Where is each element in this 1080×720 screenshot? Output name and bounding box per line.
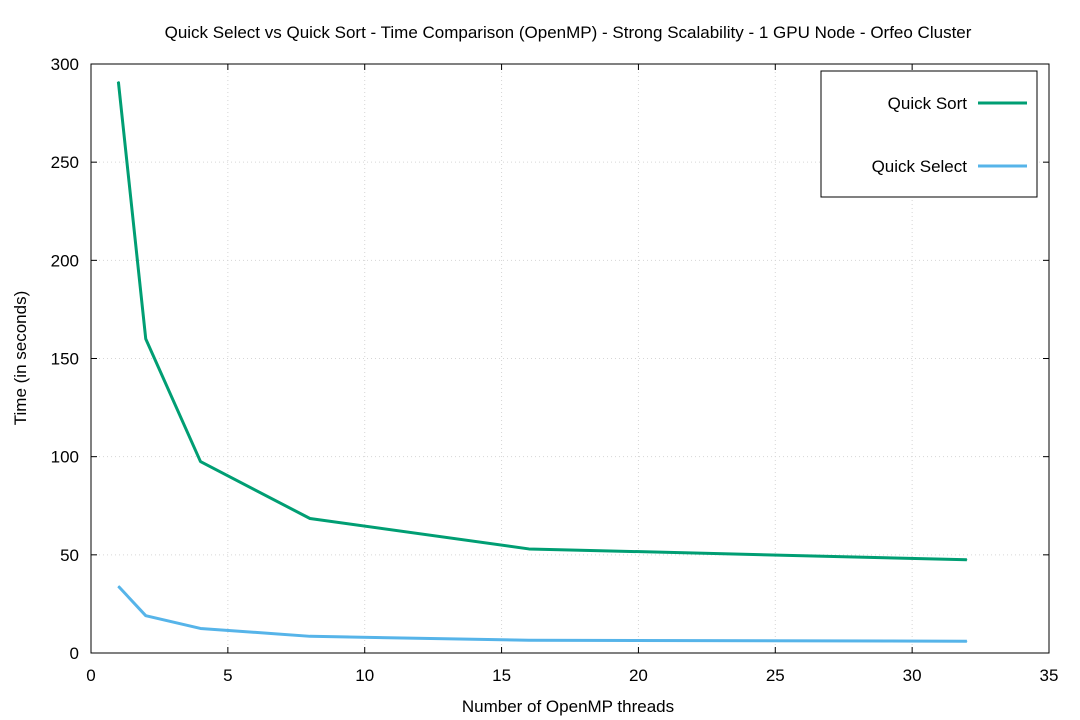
- data-point-quick-sort: [966, 559, 968, 561]
- y-tick-label: 300: [51, 55, 79, 74]
- x-tick-label: 25: [766, 666, 785, 685]
- data-point-quick-sort: [309, 518, 311, 520]
- y-tick-label: 250: [51, 153, 79, 172]
- x-axis-label: Number of OpenMP threads: [462, 697, 674, 716]
- x-tick-label: 15: [492, 666, 511, 685]
- chart-title: Quick Select vs Quick Sort - Time Compar…: [165, 23, 972, 42]
- y-axis-label: Time (in seconds): [11, 291, 30, 425]
- x-tick-label: 35: [1040, 666, 1059, 685]
- series-line-quick-select: [117, 585, 967, 643]
- series-line-quick-sort: [116, 81, 967, 562]
- legend: Quick Sort Quick Select: [820, 70, 1038, 198]
- axis-ticks: 0 5 10 15 20 25 30 35 0 50 100 150 200 250 300: [51, 55, 1059, 685]
- y-tick-label: 0: [70, 644, 79, 663]
- data-point-quick-sort: [117, 81, 119, 83]
- legend-label-quick-sort: Quick Sort: [888, 94, 968, 113]
- y-tick-label: 100: [51, 448, 79, 467]
- data-point-quick-select: [528, 639, 530, 641]
- legend-box: [820, 70, 1038, 198]
- y-tick-label: 200: [51, 251, 79, 270]
- series-lines: [116, 81, 968, 643]
- data-point-quick-sort: [528, 548, 530, 550]
- x-tick-label: 10: [355, 666, 374, 685]
- data-point-quick-select: [199, 627, 201, 629]
- legend-label-quick-select: Quick Select: [872, 157, 968, 176]
- x-tick-label: 5: [223, 666, 232, 685]
- data-point-quick-sort: [145, 338, 147, 340]
- data-point-quick-select: [309, 635, 311, 637]
- y-tick-label: 150: [51, 350, 79, 369]
- data-point-quick-select: [966, 640, 968, 642]
- data-point-quick-sort: [199, 461, 201, 463]
- x-tick-label: 20: [629, 666, 648, 685]
- data-point-quick-select: [117, 585, 119, 587]
- y-tick-label: 50: [60, 546, 79, 565]
- x-tick-label: 30: [903, 666, 922, 685]
- data-point-quick-select: [145, 615, 147, 617]
- x-tick-label: 0: [86, 666, 95, 685]
